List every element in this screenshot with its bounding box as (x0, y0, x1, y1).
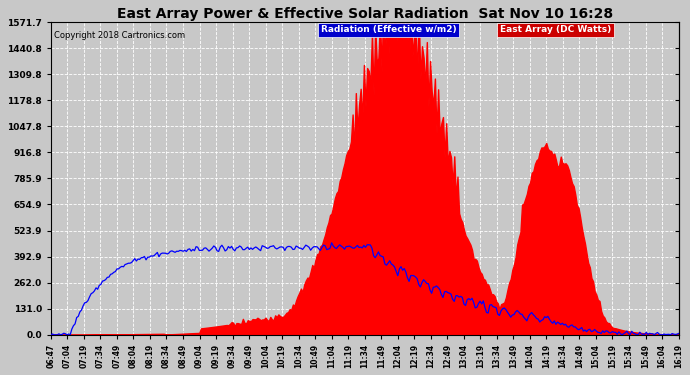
Text: East Array (DC Watts): East Array (DC Watts) (500, 25, 611, 34)
Text: Radiation (Effective w/m2): Radiation (Effective w/m2) (321, 25, 456, 34)
Title: East Array Power & Effective Solar Radiation  Sat Nov 10 16:28: East Array Power & Effective Solar Radia… (117, 7, 613, 21)
Text: Copyright 2018 Cartronics.com: Copyright 2018 Cartronics.com (54, 32, 185, 40)
